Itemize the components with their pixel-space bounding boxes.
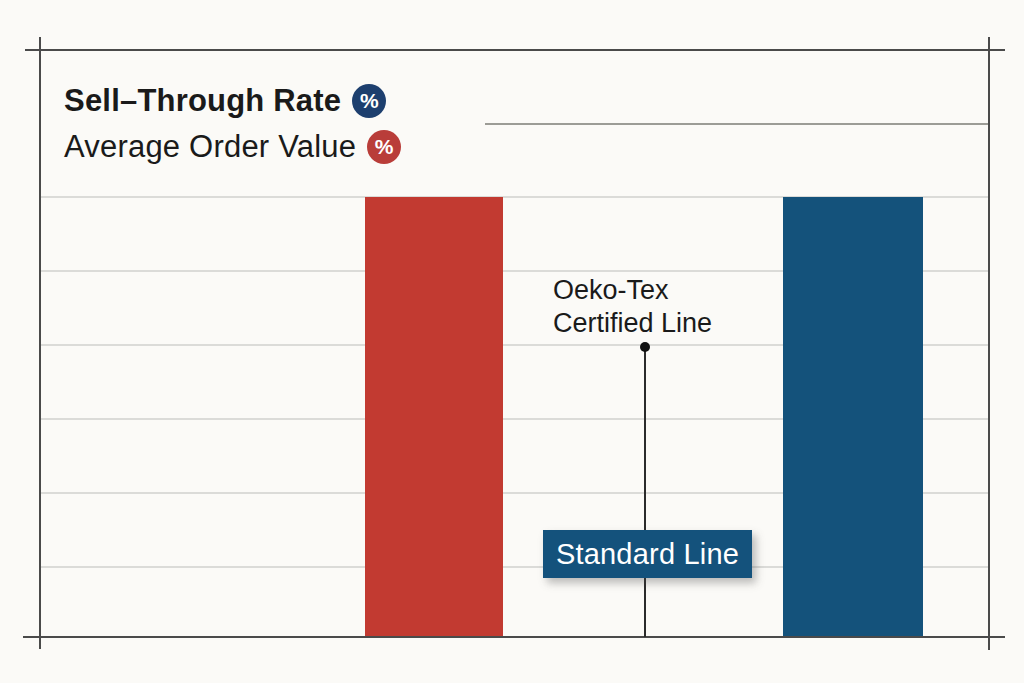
leader-line [644, 347, 646, 637]
axis-y-left [39, 37, 41, 649]
axis-x [23, 636, 1005, 638]
legend-row-sell-through: Sell–Through Rate % [64, 78, 401, 124]
axis-top [25, 49, 1005, 51]
leader-dot [640, 342, 650, 352]
chart-canvas: Sell–Through Rate % Average Order Value … [0, 0, 1024, 683]
annotation-oeko-tex-certified-line: Oeko-Tex Certified Line [553, 274, 712, 340]
axis-y-right [988, 37, 990, 650]
callout-label: Standard Line [556, 538, 739, 571]
percent-icon-blue: % [352, 84, 386, 118]
annotation-line2: Certified Line [553, 307, 712, 340]
callout-standard-line: Standard Line [543, 530, 752, 578]
legend-row-average-order-value: Average Order Value % [64, 124, 401, 170]
gridline [485, 123, 989, 125]
legend-label-sell-through-rate: Sell–Through Rate [64, 83, 341, 119]
percent-icon-red: % [367, 130, 401, 164]
bar-average-order-value [365, 197, 503, 637]
bar-sell-through-rate [783, 197, 923, 637]
chart-legend: Sell–Through Rate % Average Order Value … [64, 78, 401, 170]
annotation-line1: Oeko-Tex [553, 274, 712, 307]
legend-label-average-order-value: Average Order Value [64, 129, 356, 165]
